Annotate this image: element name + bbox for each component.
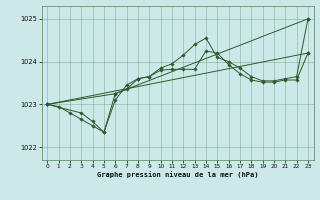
X-axis label: Graphe pression niveau de la mer (hPa): Graphe pression niveau de la mer (hPa) xyxy=(97,171,258,178)
